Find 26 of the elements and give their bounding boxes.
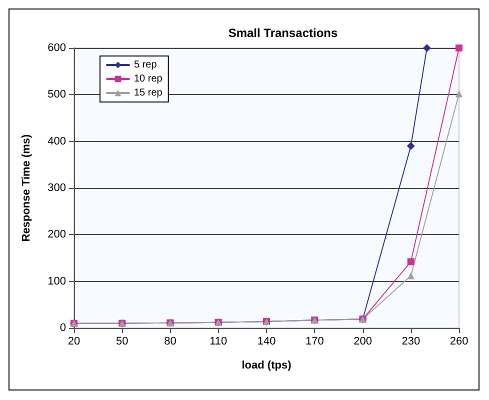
x-axis-title: load (tps) bbox=[242, 360, 292, 372]
point bbox=[456, 44, 462, 52]
x-tick-label: 110 bbox=[210, 336, 228, 348]
y-tick-label: 100 bbox=[48, 275, 66, 288]
x-tick-label: 170 bbox=[305, 336, 324, 348]
x-tick-label: 140 bbox=[257, 336, 276, 348]
chart-title: Small Transactions bbox=[228, 26, 338, 40]
y-tick-label: 300 bbox=[48, 182, 66, 194]
x-tick-label: 230 bbox=[402, 336, 420, 348]
x-tick-label: 260 bbox=[450, 336, 468, 348]
y-tick-label: 200 bbox=[48, 228, 66, 241]
point bbox=[406, 142, 415, 150]
x-tick-label: 200 bbox=[354, 336, 372, 348]
x-tick-label: 20 bbox=[68, 336, 80, 348]
y-axis-title: Response Time (ms) bbox=[20, 134, 32, 242]
x-tick-label: 80 bbox=[164, 336, 176, 348]
point bbox=[422, 44, 431, 52]
y-tick-label: 0 bbox=[60, 322, 66, 334]
point bbox=[407, 258, 414, 266]
x-tick-label: 50 bbox=[116, 336, 128, 348]
y-tick-label: 500 bbox=[48, 88, 66, 101]
legend-label: 5 rep bbox=[134, 60, 158, 70]
y-tick-label: 600 bbox=[48, 42, 66, 54]
y-tick-label: 400 bbox=[48, 135, 66, 148]
legend-label: 10 rep bbox=[134, 74, 163, 84]
legend-label: 15 rep bbox=[134, 88, 163, 98]
